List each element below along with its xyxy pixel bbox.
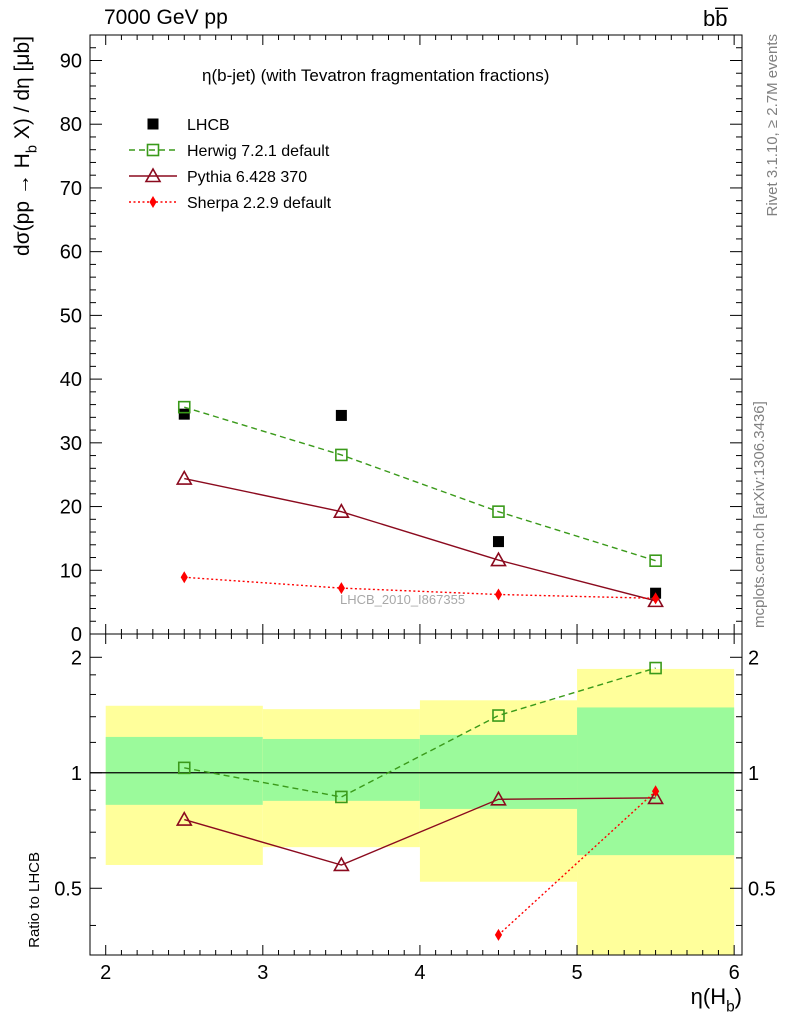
ratio-point-herwig-7-2-1-default [335, 790, 348, 804]
ratio-uncertainty-bands [90, 668, 742, 955]
ratio-y-axis-title: Ratio to LHCB [26, 852, 43, 948]
main-point-pythia-6-428-370 [333, 503, 350, 518]
y-tick-label: 10 [60, 560, 82, 582]
ratio-point-sherpa-2-2-9-default [651, 785, 660, 798]
ratio-point-herwig-7-2-1-default [649, 661, 662, 675]
ratio-plot-frame [89, 633, 743, 956]
data-marks [175, 400, 664, 941]
main-point-sherpa-2-2-9-default [651, 592, 660, 605]
main-point-herwig-7-2-1-default [649, 554, 662, 568]
main-point-herwig-7-2-1-default [492, 505, 505, 518]
y-tick-label: 60 [60, 242, 82, 264]
main-point-herwig-7-2-1-default [177, 400, 191, 414]
axis-ticks [89, 34, 742, 955]
x-tick-label: 2 [100, 962, 111, 984]
energy-label: 7000 GeV pp [104, 6, 228, 29]
rivet-version-label: Rivet 3.1.10, ≥ 2.7M events [764, 34, 781, 217]
ratio-point-pythia-6-428-370 [490, 790, 507, 806]
main-line-sherpa-2-2-9-default [184, 576, 656, 600]
legend-label-pythia-6-428-370: Pythia 6.428 370 [187, 169, 307, 186]
band-inner-bin-4 [577, 707, 735, 856]
main-point-lhcb [335, 409, 347, 421]
y-tick-label: 40 [60, 369, 82, 391]
ratio-point-herwig-7-2-1-default [492, 709, 505, 722]
ratio-y-tick-label-right: 0.5 [748, 878, 776, 900]
main-line-herwig-7-2-1-default [184, 406, 656, 562]
mcplots-side-label: mcplots.cern.ch [arXiv:1306.3436] [751, 401, 768, 628]
main-point-pythia-6-428-370 [175, 469, 193, 485]
band-inner-bin-2 [262, 738, 420, 801]
main-point-herwig-7-2-1-default [335, 448, 348, 462]
legend-marker-lhcb [147, 118, 159, 130]
ratio-point-pythia-6-428-370 [333, 856, 350, 872]
legend-label-herwig-7-2-1-default: Herwig 7.2.1 default [187, 143, 330, 160]
ratio-y-tick-label-left: 2 [71, 647, 82, 669]
y-tick-label: 70 [60, 178, 82, 200]
x-tick-label: 4 [414, 962, 425, 984]
watermark: LHCB_2010_I867355 [340, 592, 466, 607]
main-point-pythia-6-428-370 [490, 551, 507, 567]
x-axis-title: η(Hb) [691, 984, 742, 1016]
x-tick-label: 3 [257, 962, 268, 984]
legend-marker-herwig-7-2-1-default [146, 143, 160, 157]
y-tick-label: 50 [60, 305, 82, 327]
ratio-y-tick-label-left: 1 [71, 763, 82, 785]
legend-label-sherpa-2-2-9-default: Sherpa 2.2.9 default [187, 195, 332, 212]
band-inner-bin-3 [419, 734, 578, 809]
ratio-line-pythia-6-428-370 [184, 797, 656, 866]
ratio-y-tick-label-right: 1 [748, 763, 759, 785]
x-tick-label: 6 [729, 962, 740, 984]
main-point-lhcb [178, 408, 190, 420]
ratio-y-tick-label-left: 0.5 [54, 878, 82, 900]
y-tick-label: 0 [71, 624, 82, 646]
y-tick-label: 20 [60, 497, 82, 519]
legend-marker-sherpa-2-2-9-default [149, 196, 157, 208]
main-point-sherpa-2-2-9-default [494, 588, 503, 601]
plot-frames [89, 34, 743, 956]
y-tick-label: 30 [60, 433, 82, 455]
ratio-line-sherpa-2-2-9-default [498, 790, 657, 936]
main-plot-title: η(b-jet) (with Tevatron fragmentation fr… [202, 66, 550, 85]
legend: LHCB Herwig 7.2.1 default Pythia 6.428 370… [129, 117, 332, 212]
ratio-point-pythia-6-428-370 [647, 789, 664, 805]
process-label: bb̅ [703, 6, 728, 31]
ratio-point-herwig-7-2-1-default [177, 761, 191, 775]
main-point-pythia-6-428-370 [647, 592, 664, 608]
y-tick-label: 90 [60, 50, 82, 72]
main-line-pythia-6-428-370 [184, 477, 656, 602]
main-point-sherpa-2-2-9-default [337, 582, 345, 595]
ratio-y-tick-label-right: 2 [748, 647, 759, 669]
x-tick-label: 5 [571, 962, 582, 984]
axis-labels: 0 10 20 30 40 50 60 70 80 90 0.5 0.5 1 1 2 2 2 3 4 5 6 dσ(pp … [11, 36, 776, 1016]
y-tick-label: 80 [60, 114, 82, 136]
main-point-sherpa-2-2-9-default [180, 571, 188, 584]
legend-label-lhcb: LHCB [187, 117, 230, 134]
band-inner-bin-1 [105, 736, 263, 805]
ratio-point-sherpa-2-2-9-default [494, 928, 503, 941]
y-axis-title: dσ(pp → Hb X) / dη [μb] [11, 36, 40, 256]
legend-marker-pythia-6-428-370 [144, 167, 162, 183]
ratio-marks [175, 661, 664, 941]
main-point-lhcb [492, 536, 504, 548]
ratio-point-pythia-6-428-370 [175, 810, 193, 826]
